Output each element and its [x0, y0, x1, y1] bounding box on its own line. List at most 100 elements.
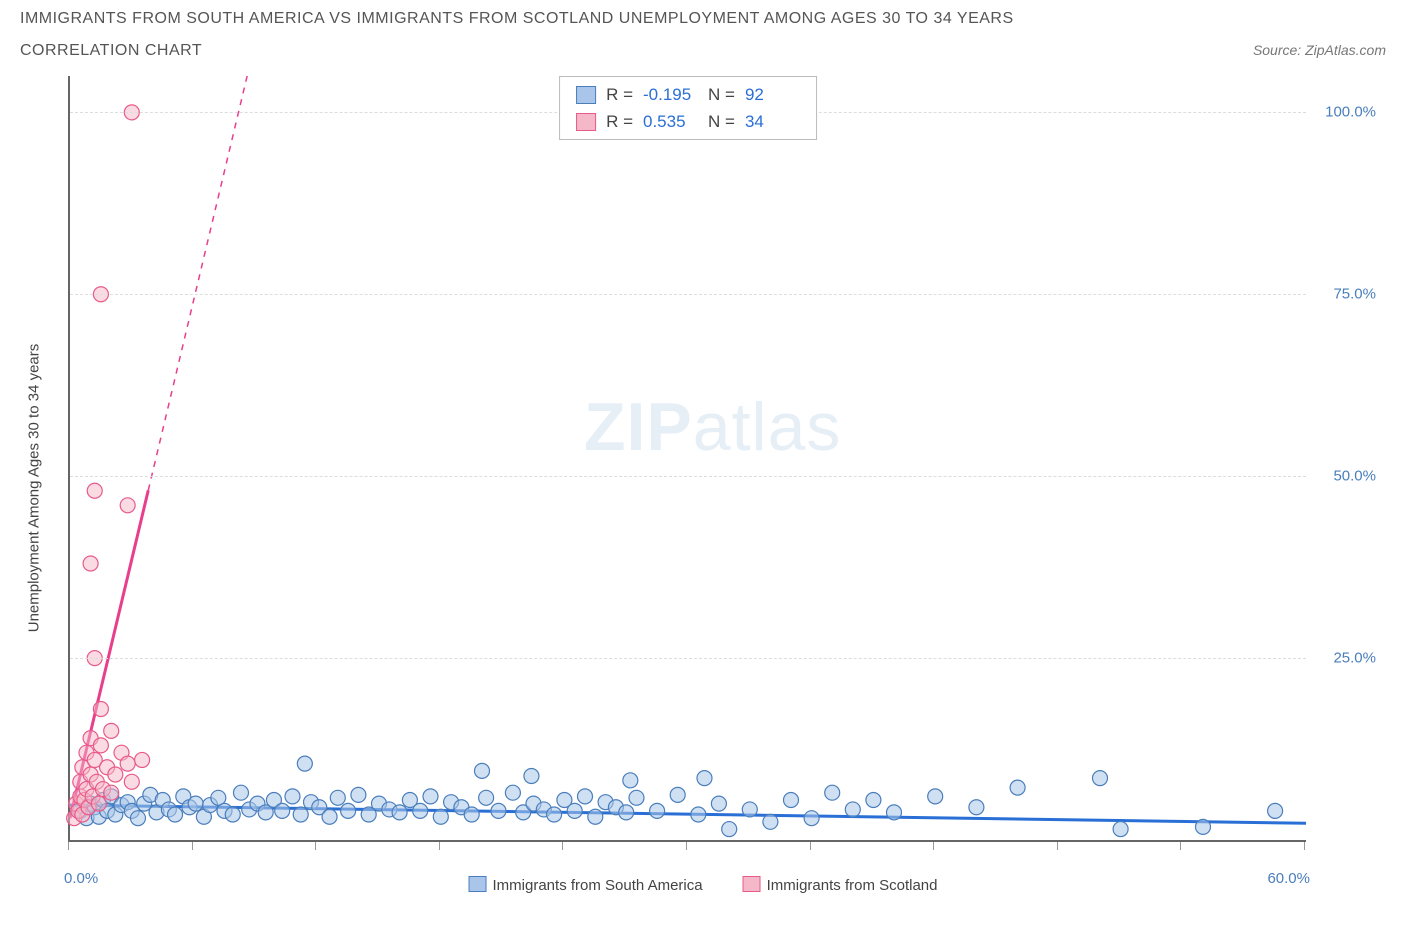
data-point — [691, 807, 706, 822]
data-point — [845, 802, 860, 817]
legend-label: Immigrants from South America — [493, 877, 703, 894]
data-point — [104, 723, 119, 738]
stat-r-value: 0.535 — [643, 108, 698, 135]
x-tick — [686, 842, 687, 850]
data-point — [413, 803, 428, 818]
chart-title-line1: IMMIGRANTS FROM SOUTH AMERICA VS IMMIGRA… — [20, 10, 1386, 28]
stat-n-value: 34 — [745, 108, 800, 135]
chart-title-line2: CORRELATION CHART — [20, 42, 202, 60]
stat-n-value: 92 — [745, 81, 800, 108]
legend-swatch — [576, 86, 596, 104]
x-tick — [562, 842, 563, 850]
data-point — [322, 809, 337, 824]
data-point — [670, 787, 685, 802]
data-point — [188, 796, 203, 811]
stat-r-label: R = — [606, 108, 633, 135]
data-point — [578, 789, 593, 804]
y-tick-label: 50.0% — [1316, 468, 1376, 485]
data-point — [120, 498, 135, 513]
data-point — [866, 792, 881, 807]
data-point — [479, 790, 494, 805]
x-tick — [933, 842, 934, 850]
data-point — [130, 811, 145, 826]
data-point — [433, 809, 448, 824]
data-point — [351, 787, 366, 802]
data-point — [588, 809, 603, 824]
plot-area: ZIPatlas R =-0.195N =92R =0.535N =34 25.… — [68, 76, 1306, 842]
data-point — [928, 789, 943, 804]
source-attribution: Source: ZipAtlas.com — [1253, 42, 1386, 58]
data-point — [804, 811, 819, 826]
legend-item: Immigrants from South America — [469, 876, 703, 894]
data-point — [722, 822, 737, 837]
scatter-svg — [70, 76, 1306, 840]
data-point — [297, 756, 312, 771]
data-point — [225, 807, 240, 822]
data-point — [275, 803, 290, 818]
data-point — [825, 785, 840, 800]
x-tick — [1180, 842, 1181, 850]
correlation-chart: Unemployment Among Ages 30 to 34 years Z… — [20, 68, 1386, 908]
stats-row: R =-0.195N =92 — [576, 81, 800, 108]
data-point — [711, 796, 726, 811]
x-tick — [810, 842, 811, 850]
data-point — [629, 790, 644, 805]
gridline — [70, 476, 1306, 477]
legend-swatch — [469, 876, 487, 892]
y-axis-label: Unemployment Among Ages 30 to 34 years — [26, 344, 43, 633]
x-tick — [315, 842, 316, 850]
legend-swatch — [743, 876, 761, 892]
x-tick — [1057, 842, 1058, 850]
stats-legend: R =-0.195N =92R =0.535N =34 — [559, 76, 817, 140]
data-point — [742, 802, 757, 817]
data-point — [464, 807, 479, 822]
x-tick — [439, 842, 440, 850]
stat-r-value: -0.195 — [643, 81, 698, 108]
trend-line-dashed — [148, 76, 247, 490]
stat-n-label: N = — [708, 81, 735, 108]
x-tick — [68, 842, 69, 850]
data-point — [524, 768, 539, 783]
data-point — [233, 785, 248, 800]
data-point — [124, 774, 139, 789]
data-point — [547, 807, 562, 822]
data-point — [969, 800, 984, 815]
data-point — [93, 738, 108, 753]
data-point — [1010, 780, 1025, 795]
data-point — [392, 805, 407, 820]
x-tick — [192, 842, 193, 850]
y-tick-label: 25.0% — [1316, 650, 1376, 667]
data-point — [1196, 819, 1211, 834]
data-point — [619, 805, 634, 820]
data-point — [475, 763, 490, 778]
data-point — [285, 789, 300, 804]
gridline — [70, 658, 1306, 659]
gridline — [70, 294, 1306, 295]
data-point — [491, 803, 506, 818]
data-point — [341, 803, 356, 818]
data-point — [83, 556, 98, 571]
data-point — [1268, 803, 1283, 818]
data-point — [91, 796, 106, 811]
data-point — [623, 773, 638, 788]
legend-item: Immigrants from Scotland — [743, 876, 938, 894]
data-point — [120, 756, 135, 771]
data-point — [784, 792, 799, 807]
data-point — [330, 790, 345, 805]
legend-swatch — [576, 113, 596, 131]
y-tick-label: 75.0% — [1316, 286, 1376, 303]
title-row: CORRELATION CHART Source: ZipAtlas.com — [20, 42, 1386, 60]
data-point — [135, 752, 150, 767]
data-point — [505, 785, 520, 800]
series-legend: Immigrants from South America Immigrants … — [469, 876, 938, 894]
data-point — [1113, 822, 1128, 837]
data-point — [697, 771, 712, 786]
legend-label: Immigrants from Scotland — [767, 877, 938, 894]
x-axis: 0.0%60.0% — [68, 842, 1306, 908]
data-point — [93, 702, 108, 717]
data-point — [104, 785, 119, 800]
data-point — [108, 767, 123, 782]
data-point — [293, 807, 308, 822]
data-point — [1093, 771, 1108, 786]
stats-row: R =0.535N =34 — [576, 108, 800, 135]
